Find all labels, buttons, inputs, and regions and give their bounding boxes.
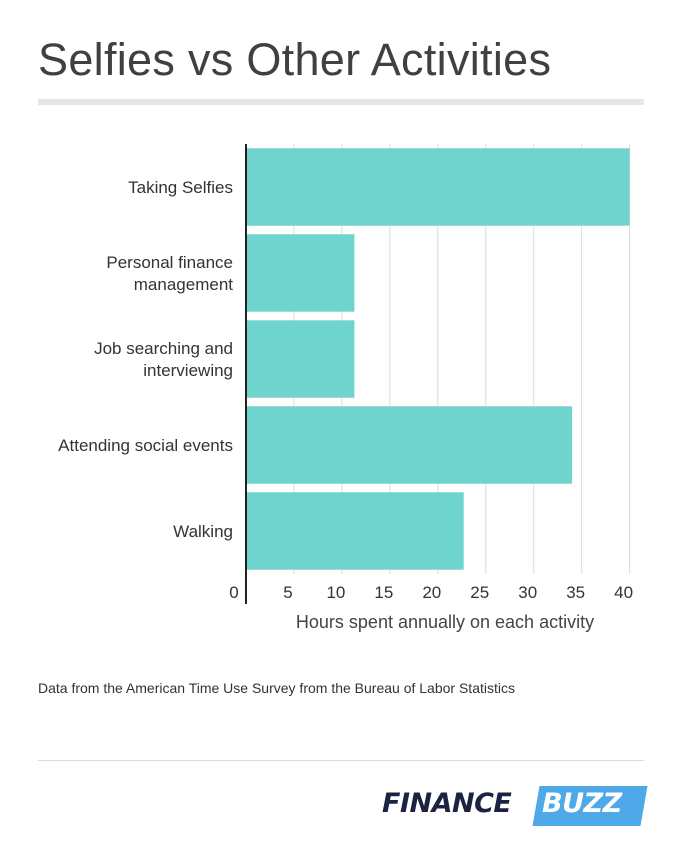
bar-chart: Taking Selfies Personal finance management…: [58, 144, 633, 632]
x-tick-label: 0: [229, 583, 238, 602]
category-label: management: [134, 275, 234, 294]
bar: [246, 234, 355, 312]
category-label: Walking: [173, 522, 233, 541]
x-tick-label: 15: [374, 583, 393, 602]
category-label: interviewing: [143, 361, 233, 380]
x-tick-label: 10: [326, 583, 345, 602]
title-divider: [38, 99, 644, 105]
bar: [246, 148, 630, 226]
x-tick-label: 5: [283, 583, 292, 602]
bar: [246, 320, 355, 398]
category-label: Personal finance: [106, 253, 233, 272]
x-tick-label: 20: [422, 583, 441, 602]
x-tick-label: 40: [614, 583, 633, 602]
financebuzz-logo: FINANCE BUZZ: [382, 786, 648, 826]
category-label: Taking Selfies: [128, 178, 233, 197]
bar: [246, 492, 464, 570]
x-tick-label: 35: [566, 583, 585, 602]
logo-text-finance: FINANCE: [382, 788, 512, 819]
category-label: Attending social events: [58, 436, 233, 455]
x-tick-label: 25: [470, 583, 489, 602]
source-note: Data from the American Time Use Survey f…: [38, 680, 515, 696]
x-axis-title: Hours spent annually on each activity: [296, 612, 594, 632]
category-label: Job searching and: [94, 339, 233, 358]
chart-title: Selfies vs Other Activities: [38, 34, 552, 85]
footer-divider: [38, 760, 644, 761]
logo-text-buzz: BUZZ: [542, 788, 622, 819]
bar: [246, 406, 573, 484]
x-tick-label: 30: [518, 583, 537, 602]
